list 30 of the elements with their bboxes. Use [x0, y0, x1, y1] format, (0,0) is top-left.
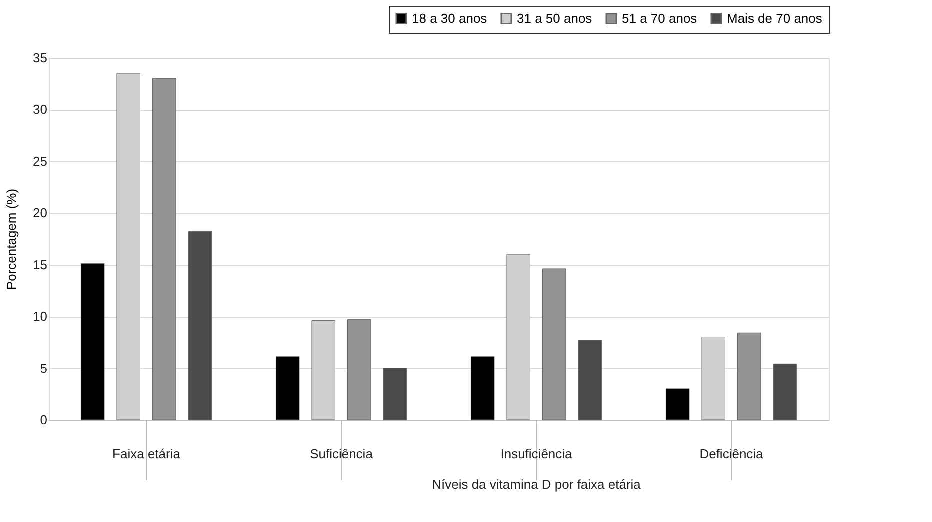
- legend-label: 31 a 50 anos: [517, 10, 593, 26]
- bar: [773, 364, 798, 420]
- x-tick-label: Faixa etária: [112, 446, 182, 462]
- x-tick-label: Insuficiência: [500, 446, 574, 462]
- x-tick-label: Deficiência: [700, 446, 764, 462]
- y-tick-label: 10: [33, 309, 48, 324]
- bar: [666, 388, 690, 420]
- bar: [152, 78, 176, 420]
- bar: [276, 356, 300, 420]
- bar: [348, 319, 372, 420]
- y-tick-label: 5: [40, 360, 48, 376]
- legend-label: 18 a 30 anos: [412, 10, 488, 26]
- legend-label: 51 a 70 anos: [622, 10, 698, 26]
- y-tick-label: 15: [33, 257, 48, 272]
- y-tick-label: 0: [40, 412, 48, 428]
- x-tick-label: Suficiência: [310, 446, 374, 462]
- legend-label: Mais de 70 anos: [727, 10, 823, 26]
- bar: [80, 264, 105, 420]
- y-tick-label: 30: [33, 102, 48, 118]
- y-tick-label: 20: [33, 206, 48, 221]
- y-axis-title: Porcentagem (%): [4, 188, 20, 290]
- bar: [188, 232, 212, 420]
- y-tick-label: 25: [33, 154, 48, 169]
- bar: [470, 356, 495, 420]
- bar: [542, 268, 566, 420]
- text: Níveis da vitamina D por faixa etária: [432, 477, 642, 492]
- bar: [578, 340, 602, 420]
- bar: [738, 332, 762, 420]
- bar: [383, 368, 408, 420]
- y-tick-label: 35: [33, 50, 48, 66]
